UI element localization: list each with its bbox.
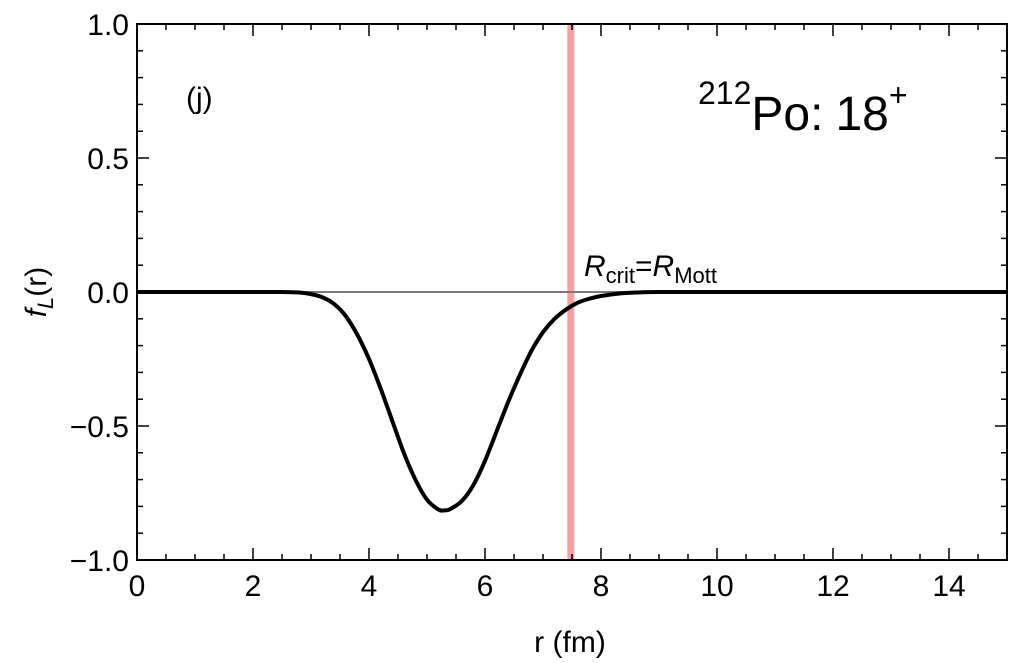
- y-axis-label-sub: L: [33, 297, 58, 309]
- series-layer: [137, 289, 1007, 513]
- x-tick-label: 6: [477, 570, 494, 603]
- x-tick-label: 0: [129, 570, 146, 603]
- series-line-0: [137, 289, 1007, 513]
- x-axis-label: r (fm): [534, 626, 606, 659]
- y-tick-label: 1.0: [87, 9, 129, 42]
- marker-label: Rcrit=RMott: [584, 250, 717, 288]
- y-tick-label: −1.0: [70, 545, 129, 578]
- y-tick-label: 0.5: [87, 143, 129, 176]
- marker-label-r1: R: [584, 250, 606, 283]
- frame-layer: [136, 23, 1008, 561]
- marker-label-s1: crit: [606, 263, 635, 288]
- y-axis-label: fL(r): [20, 267, 58, 318]
- y-axis-label-arg: (r): [20, 267, 53, 297]
- x-tick-label: 10: [700, 570, 733, 603]
- panel-label: (j): [186, 82, 213, 115]
- nucleus-spin: 18: [835, 88, 888, 141]
- x-tick-label: 4: [361, 570, 378, 603]
- x-tick-label: 2: [245, 570, 262, 603]
- x-tick-label: 8: [593, 570, 610, 603]
- nucleus-mass-number: 212: [698, 75, 751, 111]
- nucleus-parity: +: [889, 77, 908, 113]
- marker-label-eq: =: [635, 250, 653, 283]
- y-tick-label: −0.5: [70, 411, 129, 444]
- marker-label-s2: Mott: [674, 263, 717, 288]
- nucleus-element: Po: [751, 88, 810, 141]
- y-tick-label: 0.0: [87, 277, 129, 310]
- text-layer: (j) 212Po: 18+ Rcrit=RMott r (fm) fL(r) 0…: [20, 9, 966, 659]
- x-tick-label: 12: [816, 570, 849, 603]
- nucleus-label: 212Po: 18+: [698, 75, 908, 141]
- marker-label-r2: R: [653, 250, 675, 283]
- y-axis-label-main: f: [20, 306, 53, 317]
- nucleus-separator: :: [810, 88, 823, 141]
- x-tick-label: 14: [932, 570, 965, 603]
